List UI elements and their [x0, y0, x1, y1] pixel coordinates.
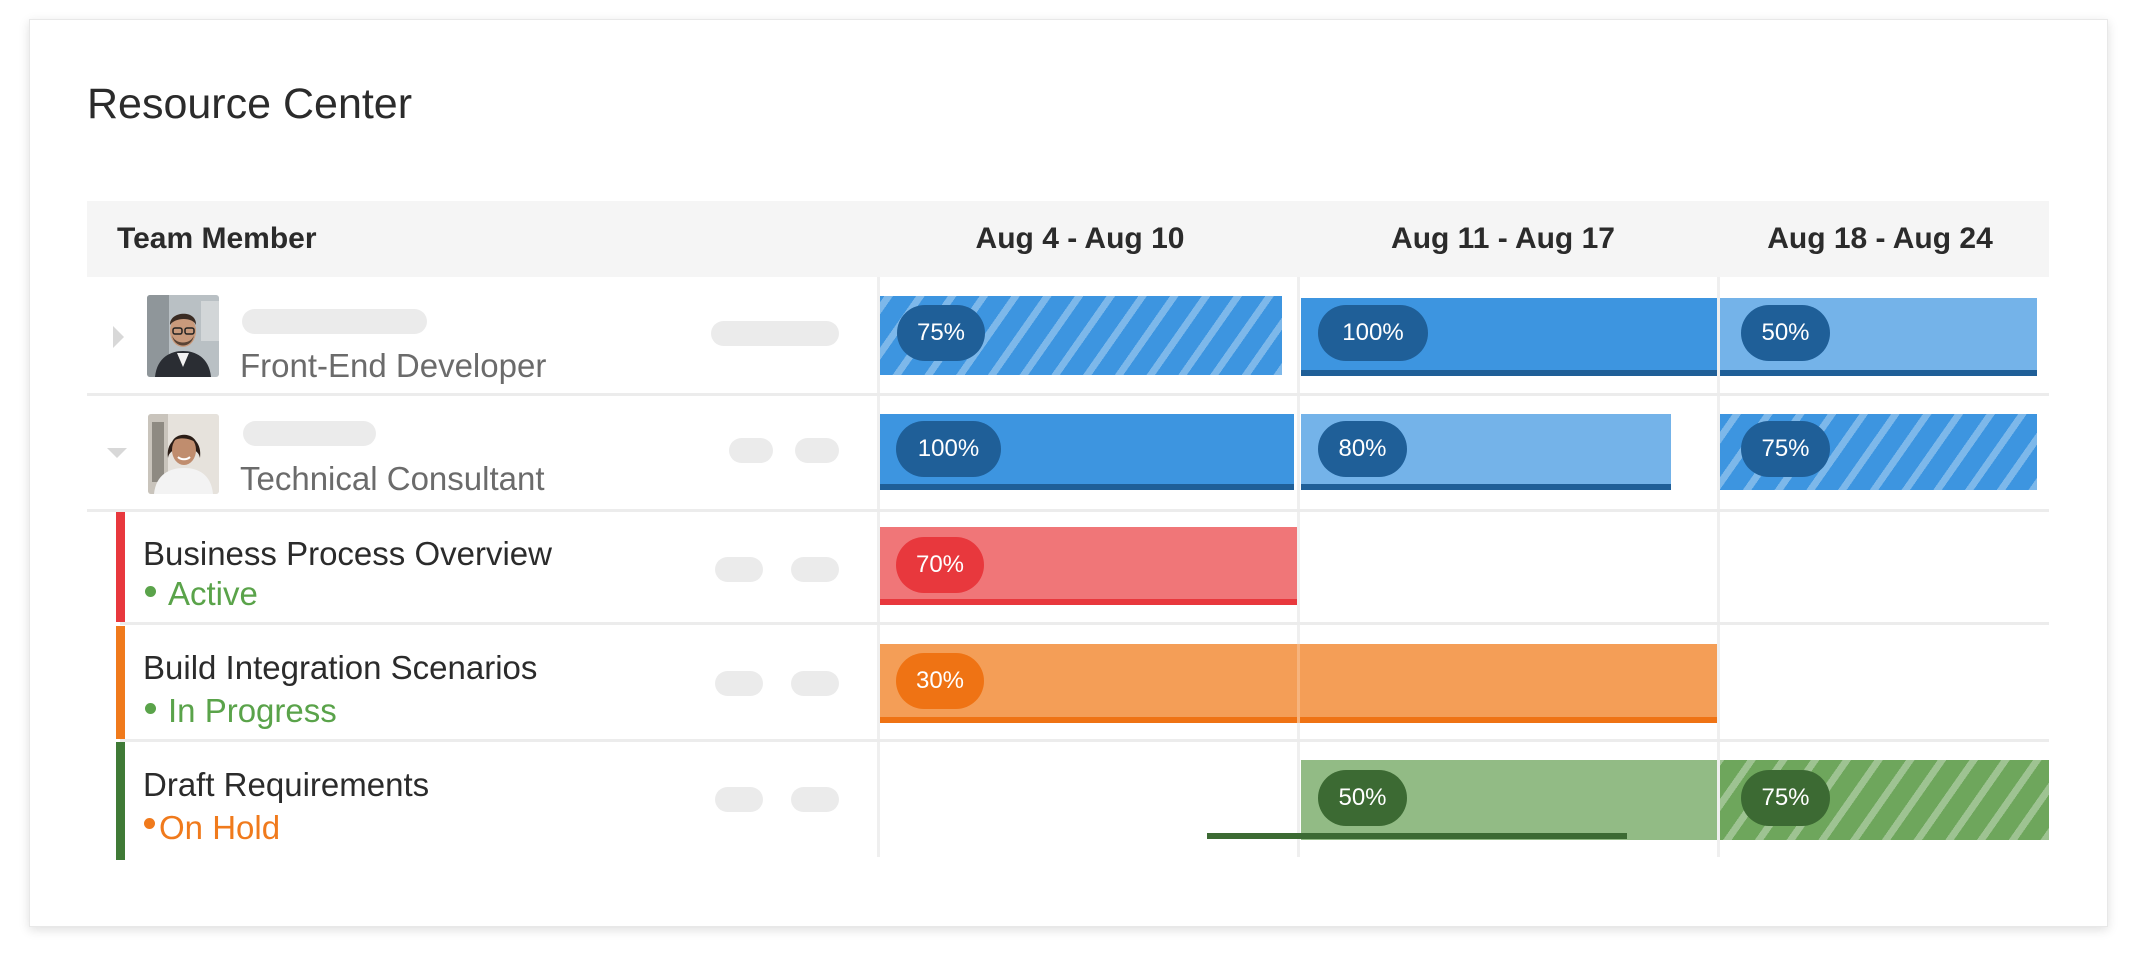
task-name: Business Process Overview: [143, 535, 552, 572]
task-accent: [116, 742, 125, 860]
column-header-week-1: Aug 4 - Aug 10: [975, 222, 1185, 255]
status-dot: [144, 818, 155, 829]
info-placeholder: [715, 557, 763, 582]
task-name: Build Integration Scenarios: [143, 649, 538, 686]
allocation-pill: 100%: [896, 421, 1001, 477]
info-placeholder: [729, 438, 773, 463]
info-placeholder: [795, 438, 839, 463]
column-header-week-2: Aug 11 - Aug 17: [1391, 222, 1615, 255]
allocation-underline: [880, 599, 1297, 605]
chevron-down-icon[interactable]: [107, 448, 127, 458]
member-role: Front-End Developer: [240, 347, 547, 384]
allocation-pill: 75%: [1741, 770, 1830, 826]
row-divider: [87, 393, 2049, 396]
task-name: Draft Requirements: [143, 766, 430, 803]
name-placeholder: [243, 421, 376, 446]
allocation-pill: 30%: [896, 653, 984, 709]
row-divider: [120, 739, 2049, 742]
info-placeholder: [715, 787, 763, 812]
task-status: In Progress: [168, 692, 337, 729]
grid-line: [1297, 277, 1300, 857]
allocation-underline: [1301, 484, 1671, 490]
info-placeholder: [791, 557, 839, 582]
info-placeholder: [791, 787, 839, 812]
allocation-pill: 50%: [1741, 305, 1830, 361]
task-accent: [116, 512, 125, 622]
status-dot: [145, 586, 156, 597]
allocation-pill: 100%: [1318, 305, 1428, 361]
info-placeholder: [715, 671, 763, 696]
member-role: Technical Consultant: [240, 460, 545, 497]
allocation-underline: [1301, 833, 1627, 839]
allocation-pill: 75%: [1741, 421, 1830, 477]
allocation-underline: [880, 484, 1294, 490]
allocation-underline: [1301, 370, 1717, 376]
grid-line: [1717, 277, 1720, 857]
task-accent: [116, 626, 125, 739]
info-placeholder: [711, 321, 839, 346]
row-divider: [120, 622, 2049, 625]
task-status: Active: [168, 575, 258, 612]
grid-line: [1297, 644, 1300, 723]
allocation-underline: [1720, 370, 2037, 376]
page-title: Resource Center: [87, 80, 413, 128]
task-status: On Hold: [159, 809, 281, 846]
status-dot: [145, 703, 156, 714]
column-header-team-member: Team Member: [117, 222, 317, 255]
allocation-pill: 50%: [1318, 770, 1407, 826]
allocation-pill: 75%: [897, 305, 985, 361]
name-placeholder: [242, 309, 427, 334]
allocation-pill: 80%: [1318, 421, 1407, 477]
grid-line: [877, 277, 880, 857]
avatar: [147, 295, 219, 377]
chevron-right-icon[interactable]: [113, 326, 124, 348]
avatar: [148, 414, 219, 494]
column-header-week-3: Aug 18 - Aug 24: [1767, 222, 1993, 255]
table-header: [87, 201, 2049, 277]
allocation-pill: 70%: [896, 537, 984, 593]
allocation-bar[interactable]: [880, 296, 1282, 375]
info-placeholder: [791, 671, 839, 696]
row-divider: [87, 509, 2049, 512]
